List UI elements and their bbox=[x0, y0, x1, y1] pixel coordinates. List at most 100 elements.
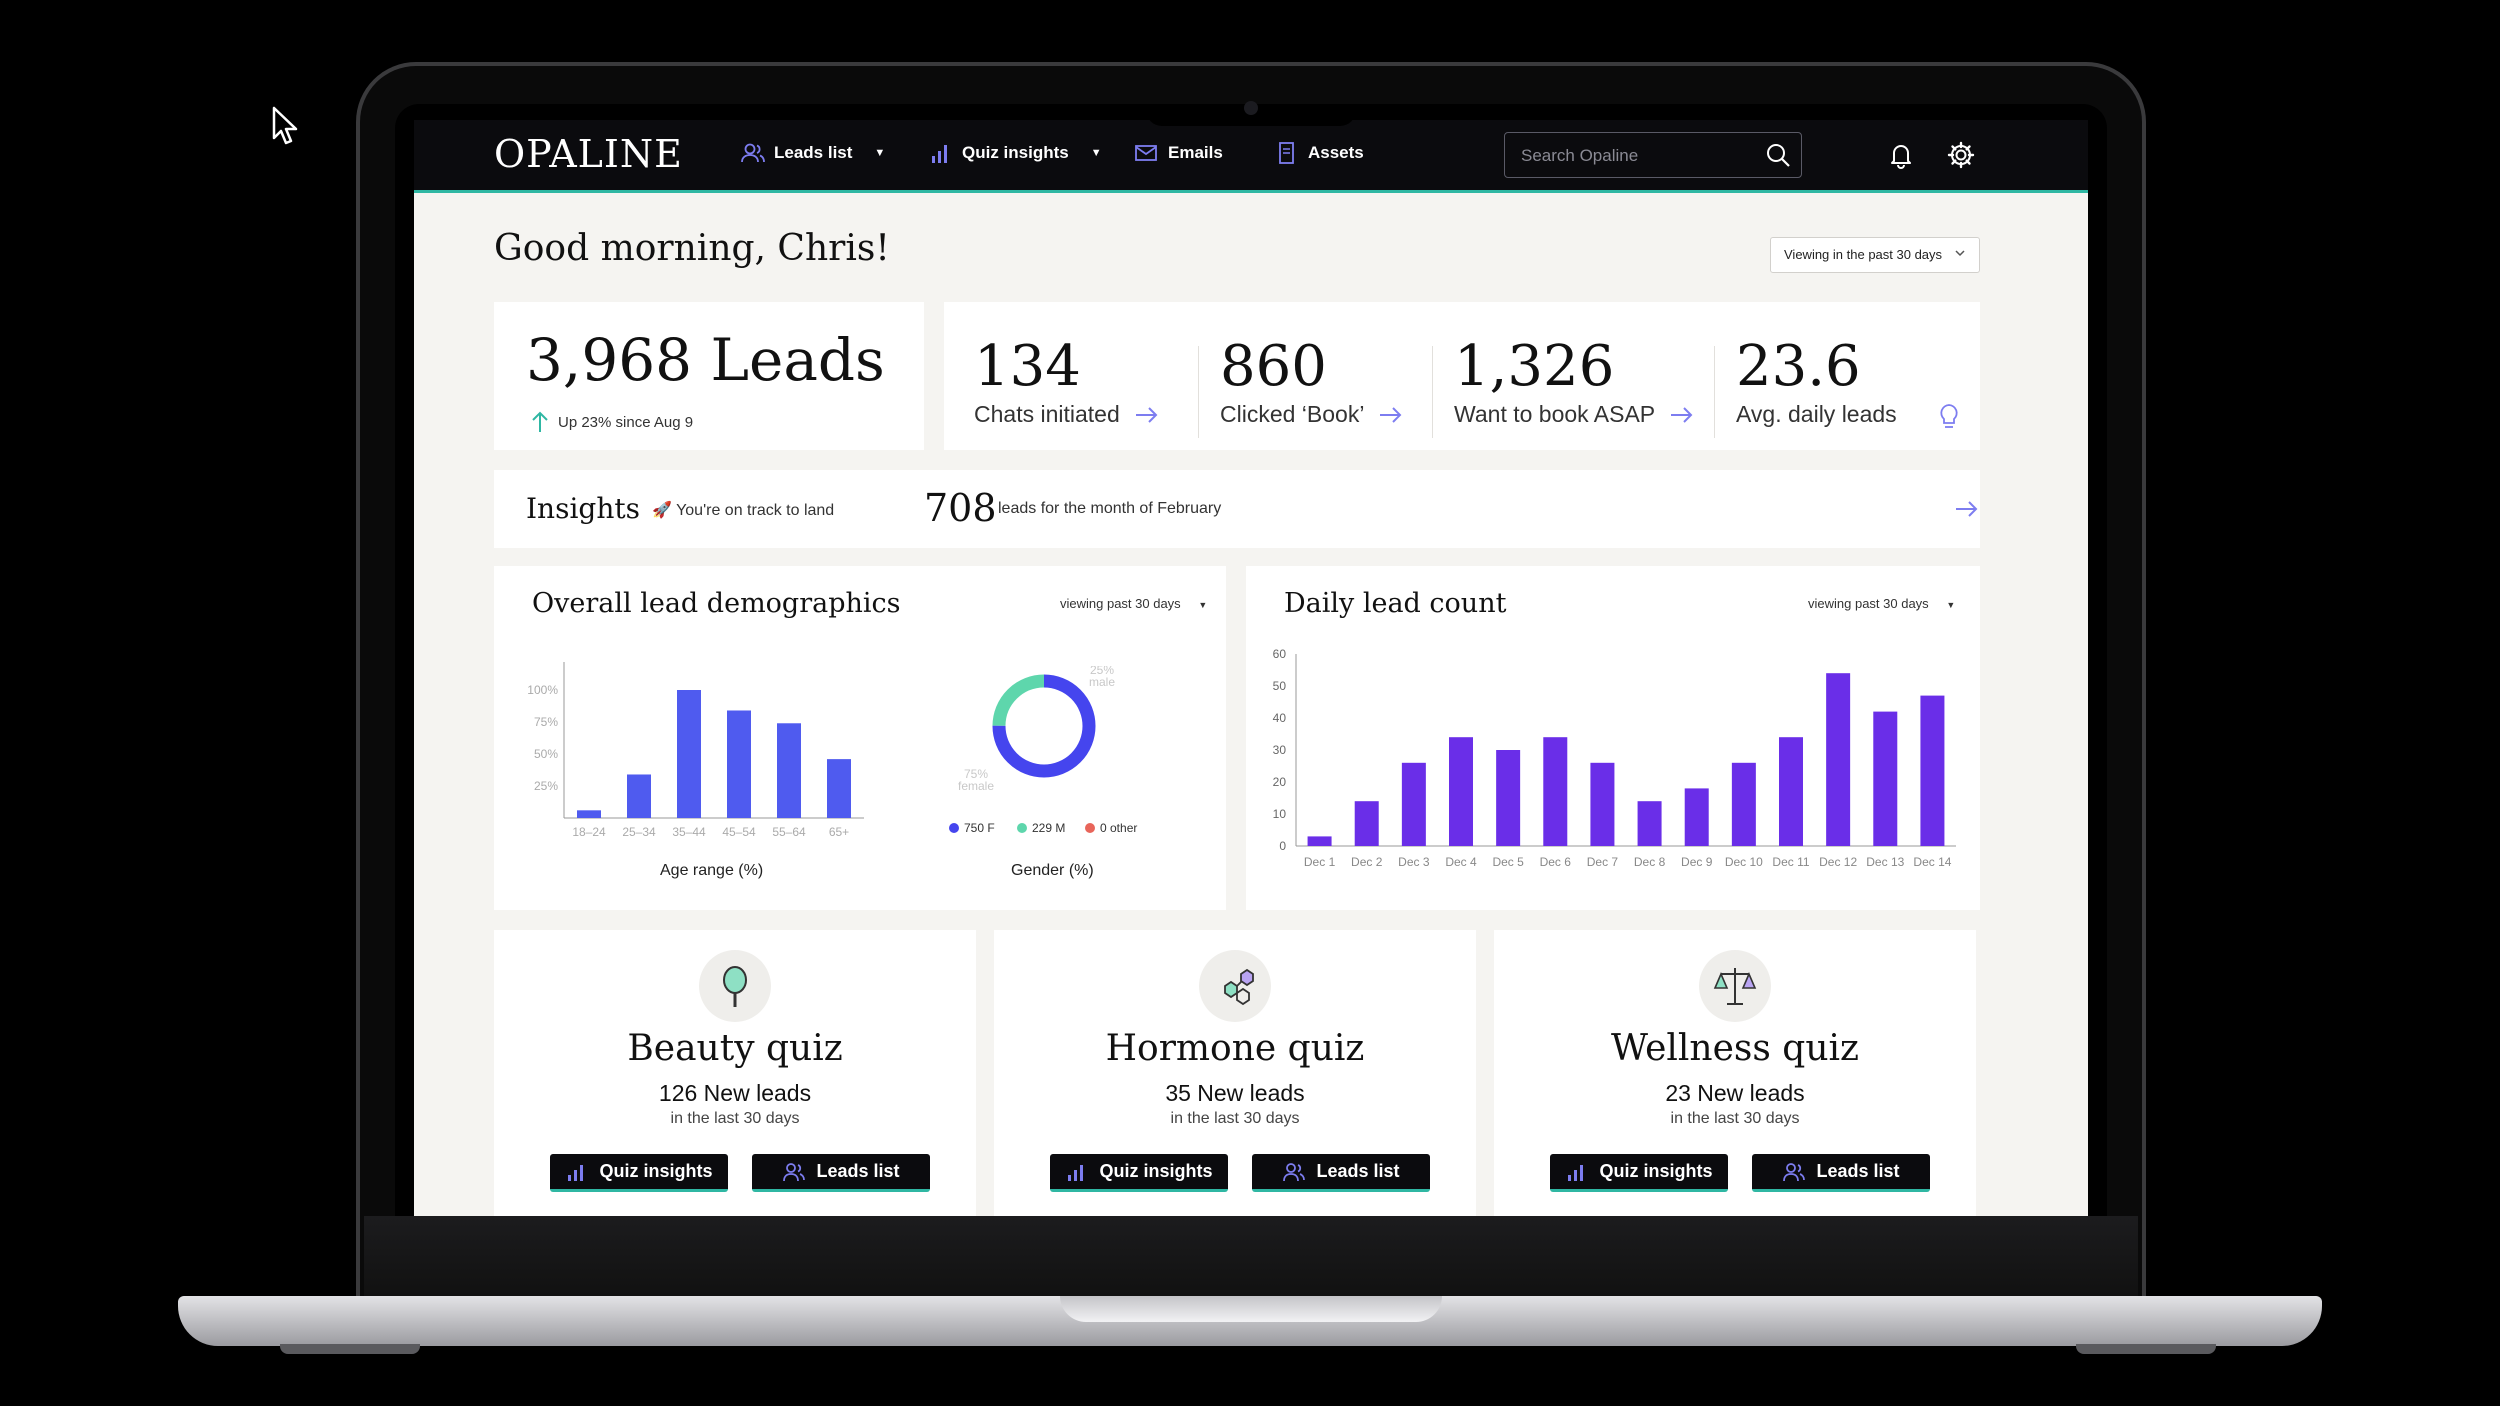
users-icon bbox=[1783, 1162, 1806, 1181]
stat-label: Chats initiated bbox=[974, 401, 1120, 427]
daily-x-tick-label: Dec 14 bbox=[1913, 855, 1951, 869]
legend-dot bbox=[1085, 823, 1095, 833]
nav-leads-list[interactable]: Leads list ▼ bbox=[740, 142, 885, 164]
stat-label-row: Clicked ‘Book’ bbox=[1220, 401, 1404, 428]
gender-legend-label: 0 other bbox=[1100, 821, 1137, 835]
age-range-label: Age range (%) bbox=[660, 862, 764, 879]
daily-bar bbox=[1873, 711, 1898, 846]
quiz-insights-button[interactable]: Quiz insights bbox=[1050, 1154, 1228, 1192]
quiz-insights-button[interactable]: Quiz insights bbox=[1550, 1154, 1728, 1192]
daily-range-value: viewing past 30 days bbox=[1808, 596, 1929, 611]
daily-y-tick-label: 20 bbox=[1273, 775, 1287, 789]
daily-bar bbox=[1307, 836, 1332, 846]
daily-x-tick-label: Dec 6 bbox=[1540, 855, 1572, 869]
daily-x-tick-label: Dec 3 bbox=[1398, 855, 1430, 869]
leads-list-button[interactable]: Leads list bbox=[752, 1154, 930, 1192]
search-icon[interactable] bbox=[1765, 142, 1791, 168]
nav-emails-label: Emails bbox=[1168, 143, 1223, 162]
stat-clicked-book[interactable]: 860 Clicked ‘Book’ bbox=[1220, 334, 1404, 428]
daily-x-tick-label: Dec 5 bbox=[1492, 855, 1524, 869]
search-input[interactable] bbox=[1519, 143, 1753, 169]
daily-y-tick-label: 40 bbox=[1273, 711, 1287, 725]
quiz-title: Hormone quiz bbox=[1105, 1028, 1365, 1069]
greeting-heading: Good morning, Chris! bbox=[494, 228, 890, 269]
arrow-right-icon bbox=[1380, 406, 1402, 423]
nav-leads-list-label: Leads list bbox=[774, 143, 853, 162]
nav-quiz-insights[interactable]: Quiz insights ▼ bbox=[928, 142, 1102, 164]
daily-bar bbox=[1684, 788, 1709, 846]
daily-x-tick-label: Dec 1 bbox=[1304, 855, 1336, 869]
settings-gear-icon[interactable] bbox=[1946, 140, 1976, 170]
demographics-range-select[interactable]: viewing past 30 days ▼ bbox=[1060, 596, 1207, 611]
daily-x-tick-label: Dec 12 bbox=[1819, 855, 1857, 869]
quiz-title: Wellness quiz bbox=[1611, 1028, 1859, 1069]
hormone-quiz-card: Hormone quiz 35 New leads in the last 30… bbox=[994, 930, 1476, 1216]
caret-down-icon: ▼ bbox=[1198, 600, 1208, 610]
lightbulb-icon[interactable] bbox=[1936, 402, 1962, 432]
age-bar bbox=[827, 759, 851, 818]
demographics-panel: Overall lead demographics viewing past 3… bbox=[494, 566, 1226, 910]
gender-label: Gender (%) bbox=[1011, 862, 1094, 879]
nav-assets[interactable]: Assets bbox=[1274, 142, 1364, 164]
quiz-insights-button[interactable]: Quiz insights bbox=[550, 1154, 728, 1192]
daily-bar bbox=[1826, 673, 1851, 846]
daily-y-tick-label: 10 bbox=[1273, 807, 1287, 821]
daily-bar bbox=[1637, 801, 1662, 846]
leads-trend: Up 23% since Aug 9 bbox=[530, 410, 693, 434]
daily-bar bbox=[1920, 695, 1945, 846]
gender-legend-label: 229 M bbox=[1032, 821, 1065, 835]
gender-slice bbox=[992, 674, 1096, 778]
opaline-logo[interactable]: OPALINE bbox=[494, 132, 683, 176]
stat-label-row: Chats initiated bbox=[974, 401, 1160, 428]
caret-down-icon: ▼ bbox=[1090, 147, 1102, 159]
quiz-new-leads: 126 New leads bbox=[658, 1080, 812, 1106]
quiz-icon-wrap bbox=[1199, 950, 1271, 1022]
stat-chats[interactable]: 134 Chats initiated bbox=[974, 334, 1160, 428]
leads-list-button[interactable]: Leads list bbox=[1252, 1154, 1430, 1192]
stat-label-row: Avg. daily leads bbox=[1736, 401, 1897, 428]
wellness-quiz-card: Wellness quiz 23 New leads in the last 3… bbox=[1494, 930, 1976, 1216]
age-bar bbox=[627, 774, 651, 818]
quiz-title: Beauty quiz bbox=[627, 1028, 843, 1069]
daily-x-tick-label: Dec 13 bbox=[1866, 855, 1904, 869]
leads-trend-text: Up 23% since Aug 9 bbox=[558, 413, 694, 431]
daily-x-tick-label: Dec 9 bbox=[1681, 855, 1713, 869]
leads-list-label: Leads list bbox=[816, 1161, 900, 1181]
nav-emails[interactable]: Emails bbox=[1134, 142, 1223, 164]
balance-scale-icon bbox=[1713, 968, 1757, 1005]
daily-x-tick-label: Dec 7 bbox=[1587, 855, 1619, 869]
quiz-period: in the last 30 days bbox=[670, 1110, 800, 1127]
daily-range-select[interactable]: viewing past 30 days ▼ bbox=[1808, 596, 1955, 611]
age-bar bbox=[677, 690, 701, 818]
daily-bar bbox=[1543, 737, 1568, 846]
webcam bbox=[1244, 101, 1258, 115]
users-icon bbox=[1283, 1162, 1306, 1181]
leads-list-label: Leads list bbox=[1316, 1161, 1400, 1181]
demographics-title: Overall lead demographics bbox=[532, 588, 901, 619]
arrow-up-icon bbox=[532, 411, 548, 432]
leads-list-button[interactable]: Leads list bbox=[1752, 1154, 1930, 1192]
quiz-insights-label: Quiz insights bbox=[599, 1161, 713, 1181]
gender-legend-label: 750 F bbox=[964, 821, 995, 835]
stat-want-to-book[interactable]: 1,326 Want to book ASAP bbox=[1454, 334, 1695, 428]
insights-number: 708 bbox=[924, 486, 997, 530]
stat-value: 23.6 bbox=[1736, 334, 1861, 399]
quiz-period: in the last 30 days bbox=[1670, 1110, 1800, 1127]
divider bbox=[1198, 346, 1199, 438]
arrow-right-icon[interactable] bbox=[1954, 498, 1980, 520]
notification-bell-icon[interactable] bbox=[1886, 140, 1916, 170]
daily-y-tick-label: 30 bbox=[1273, 743, 1287, 757]
age-bar bbox=[577, 810, 601, 818]
age-x-tick-label: 55–64 bbox=[772, 825, 806, 839]
gender-annotation: 75% bbox=[964, 767, 988, 781]
stat-avg-daily: 23.6 Avg. daily leads bbox=[1736, 334, 1897, 428]
quiz-icon-wrap bbox=[699, 950, 771, 1022]
age-y-tick-label: 100% bbox=[527, 683, 558, 697]
stat-label: Avg. daily leads bbox=[1736, 401, 1897, 427]
envelope-icon bbox=[1135, 145, 1157, 161]
age-range-chart: 25% 50% 75% 100% 18–24 25–34 35–44 45–54 55–64 65… bbox=[527, 662, 864, 839]
gender-donut-chart: 25%male 75%female 750 F 229 M 0 other bbox=[949, 666, 1137, 835]
hand-mirror-icon bbox=[723, 966, 747, 1007]
daily-y-tick-label: 60 bbox=[1273, 647, 1287, 661]
date-range-select[interactable]: Viewing in the past 30 days bbox=[1770, 237, 1980, 273]
